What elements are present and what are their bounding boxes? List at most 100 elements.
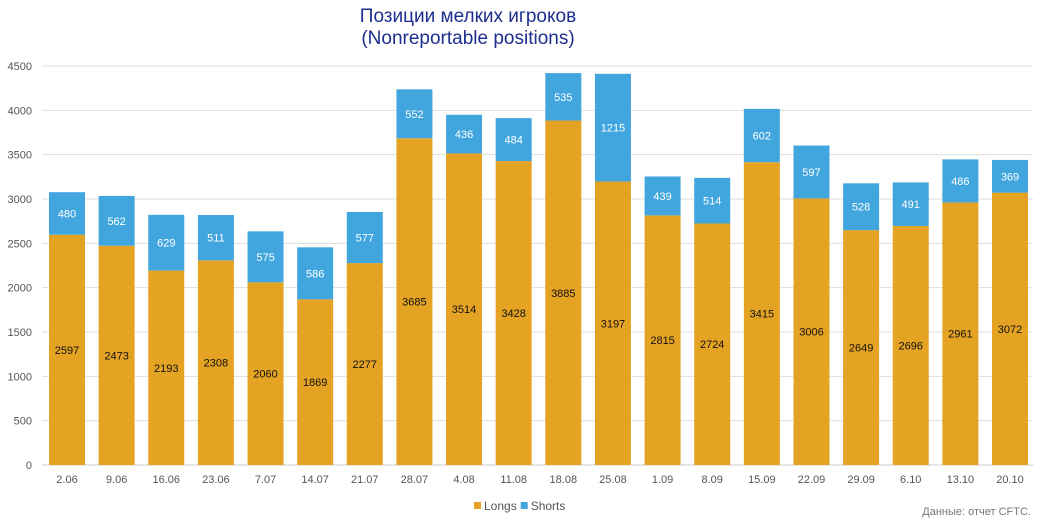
legend-swatch-shorts: [520, 502, 528, 509]
bar-longs: [49, 234, 85, 465]
bar-longs: [545, 120, 582, 465]
bar-shorts: [98, 195, 135, 246]
data-label-shorts: 514: [703, 196, 721, 208]
bar-shorts: [892, 182, 929, 226]
data-label-shorts: 528: [852, 202, 870, 214]
bar-longs: [446, 153, 483, 465]
bar-longs: [98, 245, 135, 465]
data-label-shorts: 484: [505, 135, 523, 147]
data-label-longs: 2277: [353, 359, 377, 371]
bar-shorts: [396, 89, 433, 139]
y-tick-label: 3500: [8, 150, 32, 162]
data-label-longs: 2060: [253, 369, 277, 381]
data-label-longs: 3415: [750, 309, 774, 321]
x-tick-label: 4.08: [453, 474, 474, 486]
data-label-longs: 3514: [452, 304, 476, 316]
bar-longs: [644, 215, 681, 465]
data-label-longs: 3006: [799, 327, 823, 339]
data-label-longs: 2308: [204, 358, 228, 370]
x-tick-label: 23.06: [202, 474, 230, 486]
bar-longs: [197, 260, 234, 465]
bar-shorts: [942, 159, 979, 203]
bar-longs: [892, 225, 929, 465]
data-label-longs: 2193: [154, 363, 178, 375]
x-tick-label: 20.10: [996, 474, 1024, 486]
data-label-shorts: 486: [951, 176, 969, 188]
bar-shorts: [644, 176, 681, 216]
x-tick-label: 29.09: [847, 474, 875, 486]
x-tick-label: 11.08: [500, 474, 527, 486]
data-label-longs: 2815: [650, 335, 674, 347]
x-tick-label: 2.06: [56, 474, 77, 486]
data-label-longs: 3885: [551, 288, 575, 300]
bar-longs: [148, 270, 185, 465]
bar-shorts: [446, 114, 483, 154]
data-label-shorts: 369: [1001, 171, 1019, 183]
y-tick-label: 3000: [8, 194, 32, 206]
legend-swatch-longs: [474, 502, 481, 509]
x-tick-label: 14.07: [301, 474, 329, 486]
bar-longs: [346, 263, 383, 465]
x-tick-label: 13.10: [947, 474, 975, 486]
data-label-longs: 3685: [402, 297, 426, 309]
data-label-longs: 3072: [998, 324, 1022, 336]
bar-longs: [793, 198, 830, 465]
data-label-longs: 1869: [303, 377, 327, 389]
y-tick-label: 0: [26, 460, 32, 472]
x-tick-label: 15.09: [748, 474, 776, 486]
bar-longs: [843, 230, 880, 465]
y-tick-label: 500: [14, 416, 32, 428]
y-tick-label: 2000: [8, 283, 32, 295]
x-tick-label: 1.09: [652, 474, 673, 486]
x-tick-label: 8.09: [701, 474, 722, 486]
bar-longs: [743, 162, 780, 465]
x-tick-label: 18.08: [550, 474, 578, 486]
x-tick-label: 6.10: [900, 474, 921, 486]
bar-longs: [992, 192, 1028, 465]
chart-subtitle: (Nonreportable positions): [361, 28, 575, 49]
bar-shorts: [148, 214, 185, 271]
bar-shorts: [843, 183, 880, 231]
bar-shorts: [247, 231, 284, 283]
bar-longs: [495, 161, 532, 465]
chart-title: Позиции мелких игроков (Nonreportable po…: [268, 6, 668, 50]
data-label-shorts: 511: [207, 233, 225, 245]
bar-shorts: [594, 73, 631, 182]
bar-shorts: [545, 73, 582, 121]
data-label-shorts: 480: [58, 208, 76, 220]
bar-shorts: [992, 159, 1028, 193]
data-label-shorts: 602: [753, 131, 771, 143]
data-label-longs: 3428: [501, 308, 525, 320]
data-label-longs: 2597: [55, 345, 79, 357]
y-tick-label: 1500: [8, 327, 32, 339]
bar-longs: [942, 202, 979, 465]
data-label-shorts: 535: [554, 92, 572, 104]
bar-shorts: [346, 211, 383, 264]
data-label-shorts: 597: [802, 167, 820, 179]
bar-shorts: [793, 145, 830, 199]
bar-longs: [694, 223, 731, 465]
bar-longs: [594, 181, 631, 466]
data-label-shorts: 552: [405, 109, 423, 121]
x-tick-label: 21.07: [351, 474, 379, 486]
y-tick-label: 2500: [8, 238, 32, 250]
data-label-longs: 3197: [601, 318, 625, 330]
x-tick-label: 28.07: [401, 474, 429, 486]
y-tick-label: 4000: [8, 105, 32, 117]
x-tick-label: 25.08: [599, 474, 627, 486]
bar-shorts: [49, 192, 85, 235]
bar-shorts: [197, 215, 234, 261]
data-label-shorts: 1215: [601, 123, 625, 135]
data-label-shorts: 629: [157, 238, 175, 250]
bar-longs: [247, 282, 284, 465]
chart-title-main: Позиции мелких игроков: [359, 6, 577, 27]
x-tick-label: 9.06: [106, 474, 127, 486]
bar-shorts: [743, 108, 780, 163]
data-label-shorts: 577: [356, 233, 374, 245]
bar-longs: [297, 299, 334, 465]
bar-shorts: [495, 118, 532, 162]
data-label-longs: 2649: [849, 343, 873, 355]
x-tick-label: 16.06: [152, 474, 180, 486]
data-label-shorts: 562: [107, 216, 125, 228]
